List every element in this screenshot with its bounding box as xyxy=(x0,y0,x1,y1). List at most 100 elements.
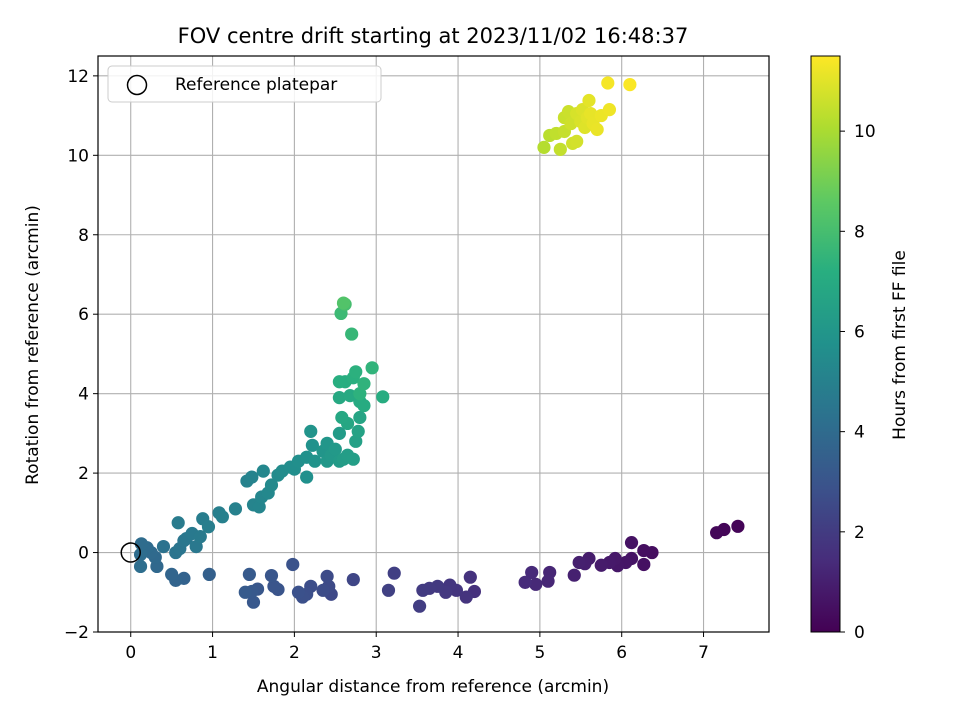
data-point xyxy=(710,526,724,540)
colorbar-tick-label: 8 xyxy=(854,222,865,242)
data-point xyxy=(353,410,367,425)
y-tick-label: 4 xyxy=(78,385,89,405)
data-point xyxy=(264,568,279,583)
data-point xyxy=(305,438,319,452)
data-point xyxy=(308,454,322,468)
data-point xyxy=(245,470,259,484)
data-point xyxy=(332,391,346,405)
plot-frame xyxy=(97,55,770,633)
data-point xyxy=(351,424,365,438)
data-point xyxy=(252,500,266,514)
data-point xyxy=(572,555,586,570)
data-point xyxy=(570,134,584,149)
data-point xyxy=(365,361,379,375)
data-point xyxy=(304,424,318,438)
data-point xyxy=(336,296,351,310)
data-point xyxy=(584,107,598,121)
legend-box xyxy=(107,65,382,103)
x-tick-label: 1 xyxy=(207,643,218,663)
data-point xyxy=(332,426,346,440)
colorbar-tick-label: 0 xyxy=(854,623,865,643)
data-point xyxy=(582,93,596,108)
x-tick-label: 7 xyxy=(698,643,709,663)
x-tick-label: 5 xyxy=(534,643,545,663)
x-tick-label: 3 xyxy=(371,643,382,663)
data-point xyxy=(529,577,543,591)
x-tick-label: 2 xyxy=(289,643,300,663)
colorbar-tick-label: 2 xyxy=(854,523,865,543)
data-point xyxy=(345,327,359,341)
data-point xyxy=(553,142,567,156)
colorbar-tick-label: 10 xyxy=(854,122,876,142)
data-point xyxy=(590,122,604,137)
data-point xyxy=(357,398,371,413)
y-tick-label: 12 xyxy=(67,67,89,87)
data-point xyxy=(171,516,185,530)
data-point xyxy=(541,574,555,588)
data-point xyxy=(624,536,639,550)
x-axis-label: Angular distance from reference (arcmin) xyxy=(257,677,609,697)
data-point xyxy=(637,557,651,572)
data-point xyxy=(238,585,252,599)
data-point xyxy=(601,76,615,90)
data-point xyxy=(316,583,330,597)
colorbar: 0 2 4 6 8 10 Hours from first FF file xyxy=(810,55,910,643)
y-tick-label: 0 xyxy=(78,544,89,564)
data-point xyxy=(353,387,367,401)
data-point xyxy=(215,510,229,524)
data-point xyxy=(376,390,390,404)
data-point xyxy=(320,569,334,583)
data-point xyxy=(264,478,279,492)
x-tick-label: 4 xyxy=(453,643,464,663)
data-point xyxy=(346,572,360,587)
data-point xyxy=(156,539,171,554)
data-point xyxy=(594,558,608,572)
reference-platepar-marker xyxy=(120,542,141,563)
data-point xyxy=(346,452,360,466)
data-point xyxy=(189,539,203,554)
y-tick-label: 8 xyxy=(78,226,89,246)
data-point xyxy=(349,434,363,448)
data-point xyxy=(537,140,551,154)
colorbar-gradient xyxy=(810,55,841,633)
legend: Reference platepar xyxy=(107,65,382,103)
y-axis-ticks: −2 0 2 4 6 8 10 12 xyxy=(64,67,98,643)
data-point xyxy=(459,590,473,604)
y-tick-label: 6 xyxy=(78,305,89,325)
data-point xyxy=(328,442,342,456)
data-point xyxy=(416,583,430,597)
data-point xyxy=(387,566,401,580)
data-point xyxy=(291,585,306,599)
y-axis-label: Rotation from reference (arcmin) xyxy=(23,205,43,485)
data-point xyxy=(731,519,745,533)
data-point xyxy=(564,116,578,131)
chart-title: FOV centre drift starting at 2023/11/02 … xyxy=(178,24,689,48)
colorbar-label: Hours from first FF file xyxy=(890,250,910,440)
data-point xyxy=(335,410,349,425)
data-point xyxy=(332,375,346,389)
data-point xyxy=(286,557,300,572)
data-point xyxy=(193,530,207,544)
legend-label-reference: Reference platepar xyxy=(175,75,337,95)
data-point xyxy=(349,365,363,379)
data-point xyxy=(518,575,532,589)
data-point xyxy=(357,377,371,391)
data-point xyxy=(246,595,261,609)
x-tick-label: 6 xyxy=(616,643,627,663)
data-point xyxy=(343,389,357,403)
data-point xyxy=(463,570,477,584)
y-tick-label: 2 xyxy=(78,464,89,484)
data-point xyxy=(381,583,396,597)
data-point xyxy=(623,78,637,92)
data-point xyxy=(412,599,427,613)
y-tick-label: 10 xyxy=(67,146,89,166)
x-tick-label: 0 xyxy=(125,643,136,663)
data-point xyxy=(242,567,256,582)
data-point xyxy=(165,567,179,582)
colorbar-tick-label: 6 xyxy=(854,322,865,342)
data-point xyxy=(525,565,539,580)
legend-marker-reference xyxy=(126,74,148,96)
data-point xyxy=(567,568,581,582)
data-points xyxy=(133,76,745,613)
